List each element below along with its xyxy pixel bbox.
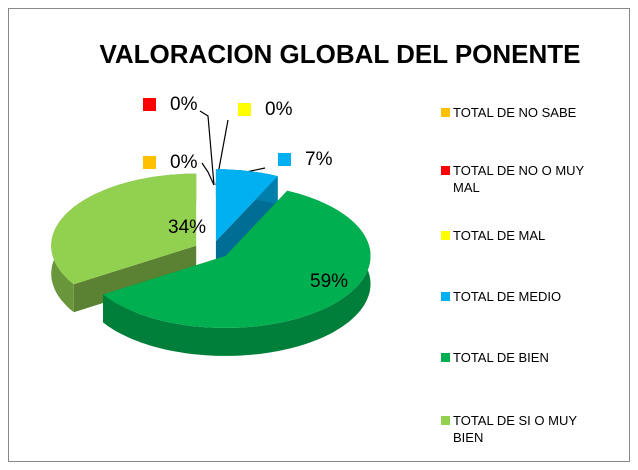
slice <box>51 173 197 285</box>
label-swatch <box>143 98 156 111</box>
legend-label: TOTAL DE SI O MUY BIEN <box>453 413 577 445</box>
label-swatch <box>238 103 251 116</box>
legend-swatch <box>441 353 450 362</box>
data-label: 59% <box>310 271 348 292</box>
legend-swatch <box>441 231 450 240</box>
slice <box>215 169 278 242</box>
data-label: 7% <box>305 149 333 170</box>
legend-label: TOTAL DE BIEN <box>453 350 549 365</box>
data-label: 34% <box>168 217 206 238</box>
legend-swatch <box>441 166 450 175</box>
legend-swatch <box>441 416 450 425</box>
chart-title: VALORACION GLOBAL DEL PONENTE <box>99 39 580 69</box>
legend-label: TOTAL DE NO O MUY MAL <box>453 163 584 195</box>
label-swatch <box>278 153 291 166</box>
legend-swatch <box>441 108 450 117</box>
data-label: 0% <box>170 94 198 115</box>
pie <box>51 169 371 356</box>
leader-line <box>199 110 215 186</box>
legend-label: TOTAL DE NO SABE <box>453 105 577 120</box>
legend-label: TOTAL DE MEDIO <box>453 289 562 304</box>
leader-line <box>201 162 215 186</box>
data-label: 0% <box>265 99 293 120</box>
data-label: 0% <box>170 152 198 173</box>
legend-swatch <box>441 292 450 301</box>
slice <box>103 190 371 328</box>
label-swatch <box>143 156 156 169</box>
legend-label: TOTAL DE MAL <box>453 228 546 243</box>
